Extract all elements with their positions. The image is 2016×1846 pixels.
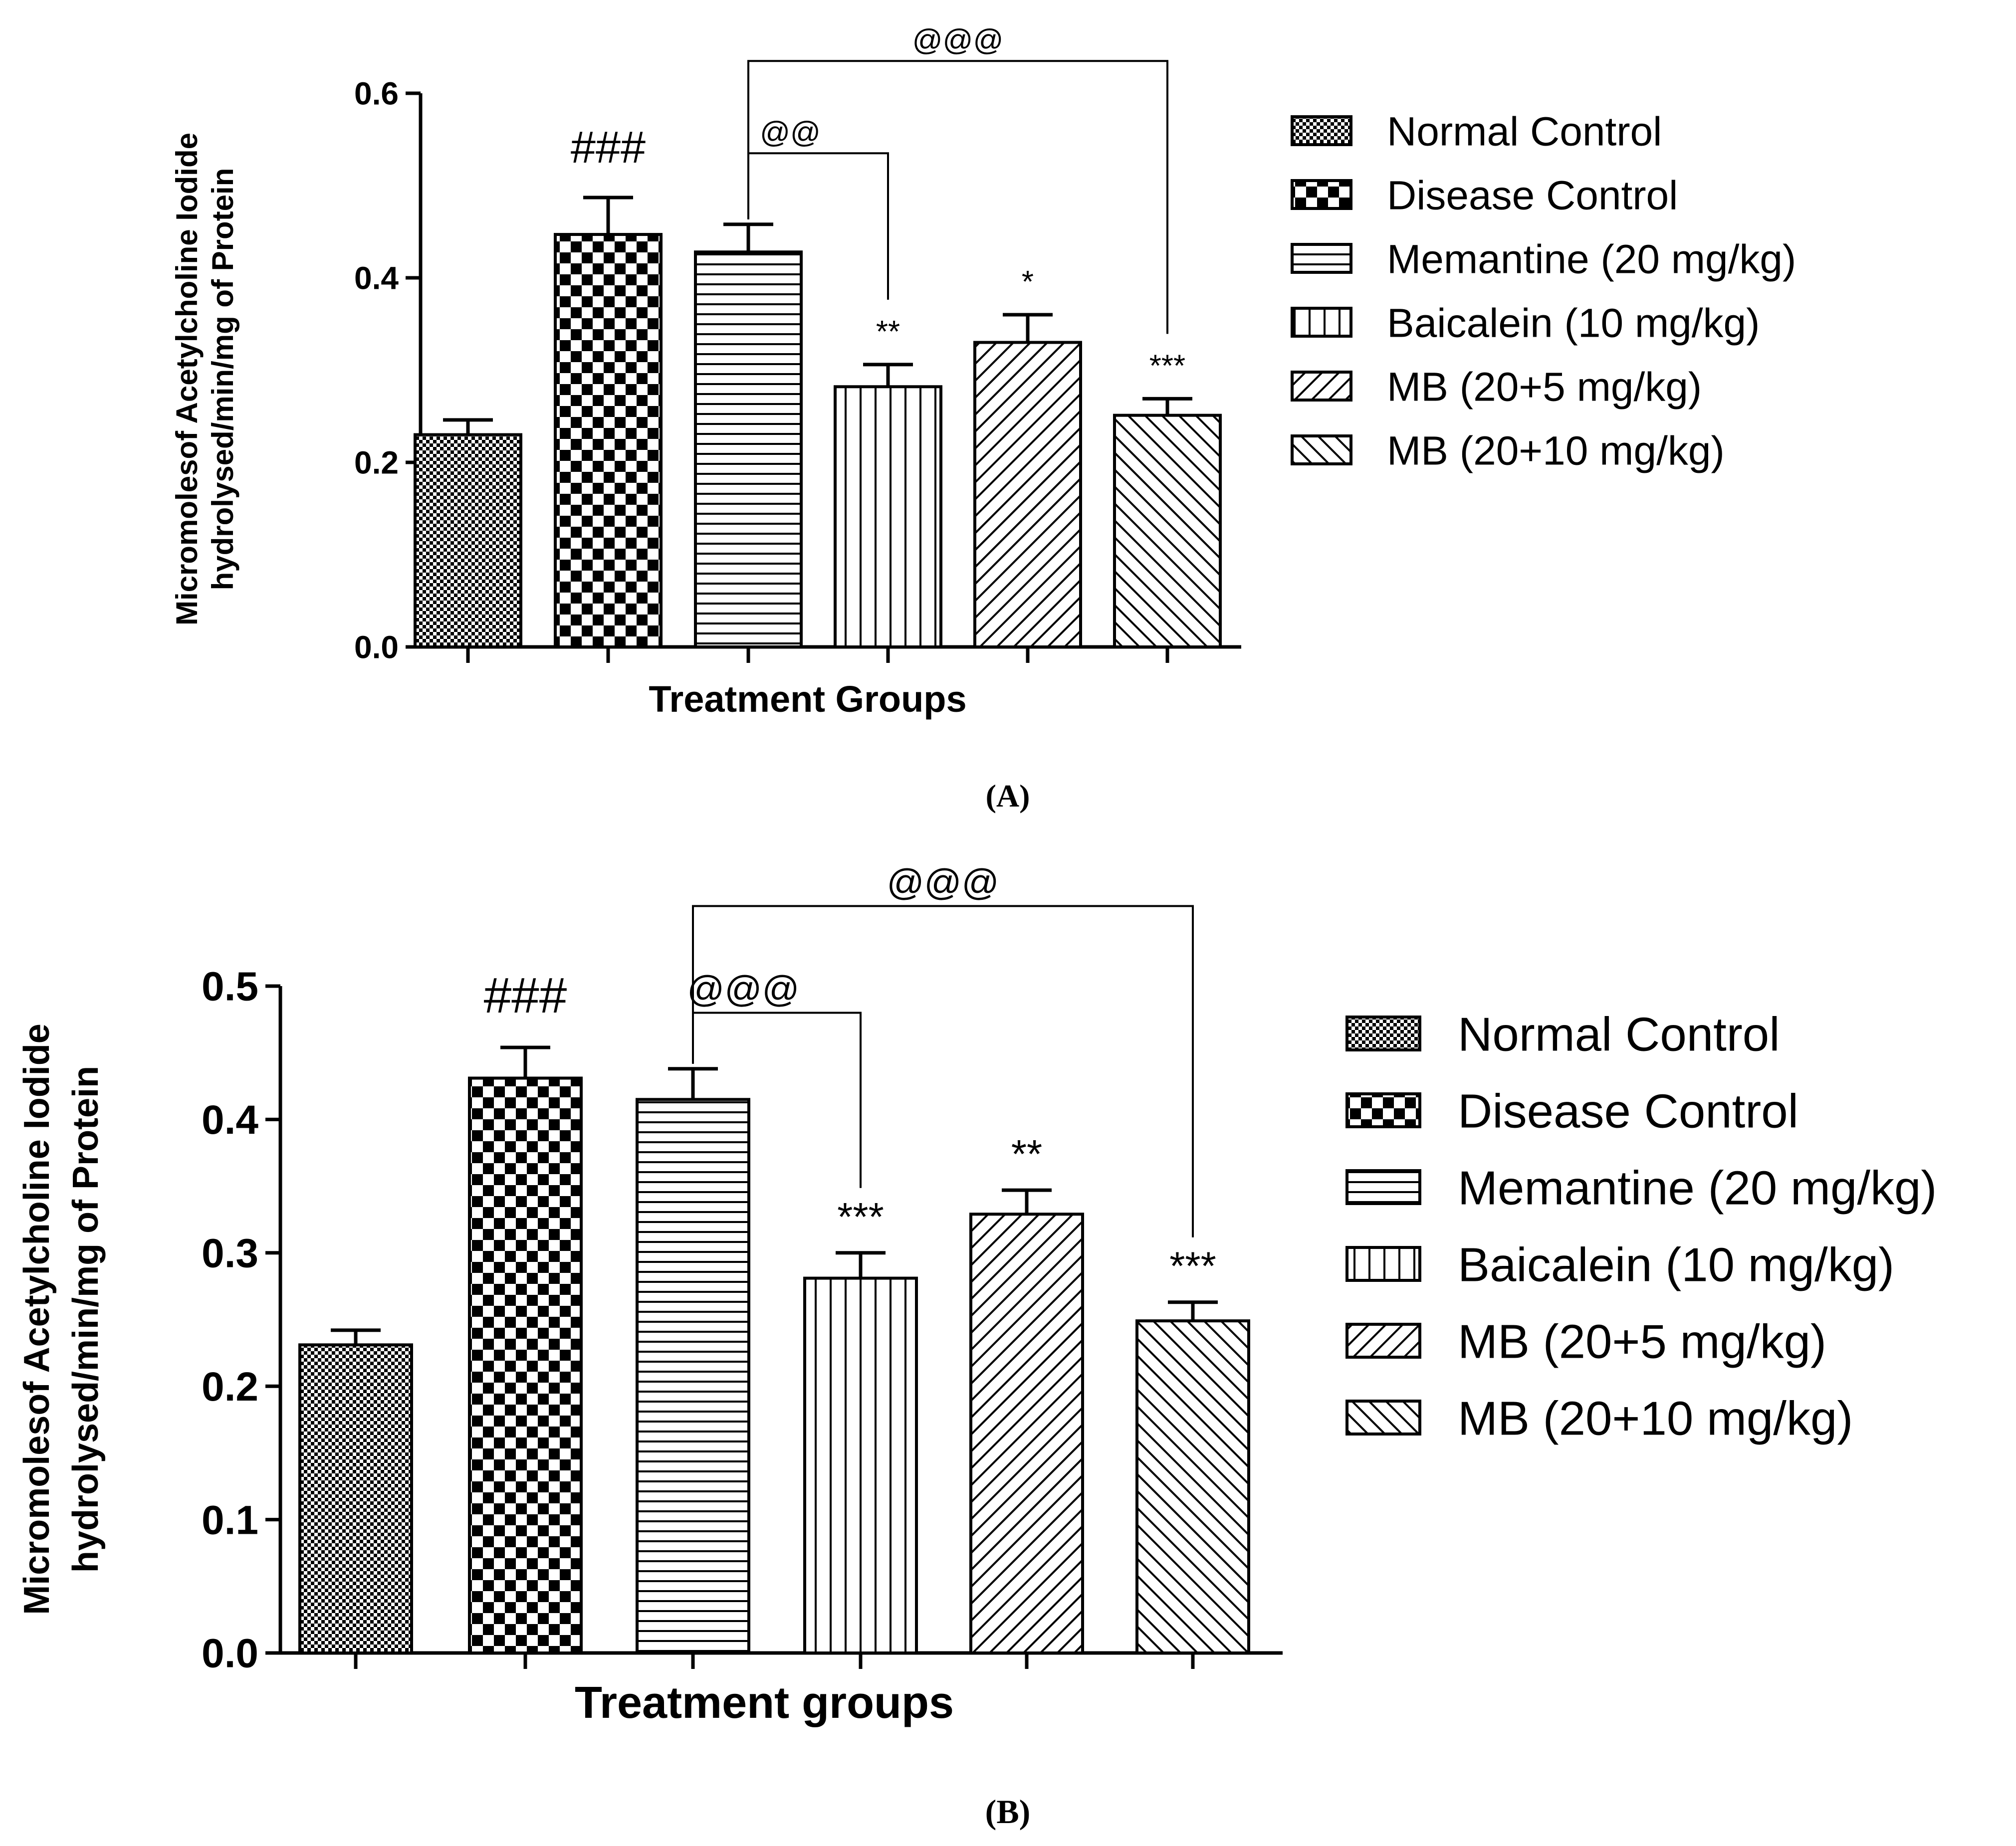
y-tick-label: 0.0: [354, 629, 399, 665]
legend-label-2: Disease Control: [1458, 1085, 1798, 1138]
significance-label: ***: [837, 1195, 884, 1239]
legend-label-5: MB (20+5 mg/kg): [1387, 365, 1702, 410]
legend-swatch-3: [1345, 1169, 1421, 1205]
error-bar: [331, 1328, 381, 1345]
legend-label-2: Disease Control: [1387, 173, 1678, 218]
significance-label: ***: [1149, 349, 1185, 383]
bracket-label: @@: [760, 115, 821, 149]
legend-swatch-6: [1345, 1400, 1421, 1436]
bar-5: [969, 1213, 1084, 1654]
panel-caption: (A): [986, 778, 1030, 814]
bar-4: [834, 385, 942, 648]
bar-2: [468, 1076, 583, 1655]
y-tick-label: 0.2: [354, 444, 399, 480]
legend-label-4: Baicalein (10 mg/kg): [1387, 301, 1760, 346]
legend-swatch-3: [1291, 243, 1352, 274]
bar-6: [1113, 413, 1222, 649]
y-tick-label: 0.2: [202, 1364, 258, 1410]
legend-swatch-4: [1291, 307, 1352, 338]
error-bar: [1003, 313, 1053, 343]
legend-swatch-4: [1345, 1246, 1421, 1282]
significance-label: **: [1011, 1132, 1042, 1176]
y-tick-label: 0.1: [202, 1497, 258, 1543]
bar-2: [554, 233, 663, 648]
bar-1: [414, 433, 522, 648]
bracket-label: @@@: [912, 23, 1004, 56]
y-tick-label: 0.5: [202, 964, 258, 1010]
comparison-bracket: [692, 905, 1194, 1237]
legend-swatch-1: [1291, 115, 1352, 146]
bar-1: [298, 1343, 413, 1654]
x-axis-title: Treatment groups: [575, 1678, 954, 1728]
y-tick-label: 0.4: [354, 260, 399, 296]
bracket-label: @@@: [687, 968, 799, 1010]
legend-swatch-5: [1291, 371, 1352, 402]
error-bar: [443, 418, 493, 435]
error-bar: [1168, 1300, 1218, 1321]
y-tick-label: 0.3: [202, 1231, 258, 1276]
legend-label-5: MB (20+5 mg/kg): [1458, 1315, 1826, 1369]
legend-swatch-2: [1345, 1092, 1421, 1128]
legend-label-6: MB (20+10 mg/kg): [1387, 428, 1725, 474]
significance-label: **: [876, 315, 900, 349]
y-axis-title-line-2: hydrolysed/min/mg of Protein: [206, 168, 239, 591]
legend-swatch-6: [1291, 434, 1352, 465]
legend-swatch-2: [1291, 179, 1352, 210]
y-tick-label: 0.6: [354, 75, 399, 111]
legend-label-1: Normal Control: [1387, 109, 1662, 155]
y-tick-label: 0.4: [202, 1097, 258, 1143]
bar-4: [803, 1276, 918, 1654]
significance-label: ***: [1169, 1244, 1216, 1288]
y-tick-label: 0.0: [202, 1631, 258, 1676]
legend-swatch-1: [1345, 1016, 1421, 1051]
significance-label: ###: [484, 968, 567, 1024]
error-bar: [836, 1251, 886, 1278]
error-bar: [723, 222, 773, 252]
error-bar: [500, 1045, 550, 1078]
legend-label-4: Baicalein (10 mg/kg): [1458, 1238, 1894, 1292]
legend-label-3: Memantine (20 mg/kg): [1458, 1162, 1937, 1215]
error-bar: [863, 363, 913, 387]
chart-a: 0.00.20.40.6###******@@@@@Treatment Grou…: [170, 23, 1796, 814]
comparison-bracket: [747, 60, 1168, 334]
error-bar: [1142, 397, 1192, 415]
y-axis-title-line-1: Micromolesof Acetylcholine Iodide: [17, 1024, 57, 1615]
y-axis-title-line-2: hydrolysed/min/mg of Protein: [66, 1066, 106, 1573]
bar-3: [694, 250, 803, 648]
bar-5: [973, 341, 1082, 648]
significance-label: ###: [571, 123, 646, 173]
legend-label-6: MB (20+10 mg/kg): [1458, 1392, 1853, 1445]
legend-label-3: Memantine (20 mg/kg): [1387, 237, 1796, 282]
error-bar: [668, 1067, 718, 1100]
legend-label-1: Normal Control: [1458, 1008, 1780, 1061]
y-axis-title-line-1: Micromolesof Acetylcholine Iodide: [170, 133, 204, 625]
panel-caption: (B): [985, 1793, 1031, 1831]
significance-label: *: [1022, 265, 1034, 299]
bracket-label: @@@: [887, 862, 999, 903]
legend-swatch-5: [1345, 1323, 1421, 1359]
bar-3: [636, 1098, 750, 1654]
chart-b: 0.00.10.20.30.40.5 ###********@@@@@@Treat…: [17, 862, 1937, 1831]
bar-6: [1135, 1319, 1250, 1655]
error-bar: [583, 196, 633, 235]
x-axis-title: Treatment Groups: [649, 678, 966, 720]
error-bar: [1002, 1188, 1052, 1215]
